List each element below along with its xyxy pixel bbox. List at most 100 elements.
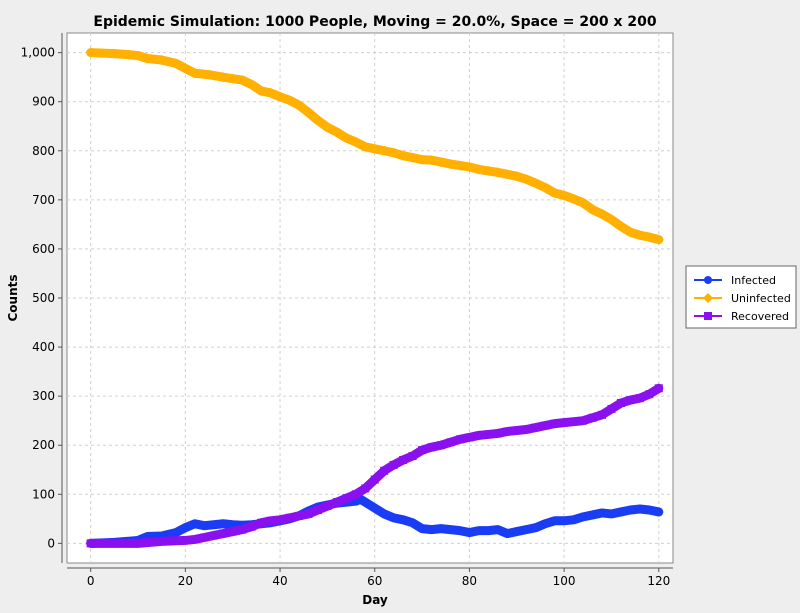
data-point-uninfected (341, 133, 352, 144)
data-point-recovered (550, 419, 559, 428)
data-point-uninfected (331, 127, 342, 138)
data-point-recovered (190, 535, 199, 544)
x-tick-label: 80 (462, 574, 477, 588)
data-point-infected (503, 529, 512, 538)
y-tick-label: 100 (32, 487, 55, 501)
data-point-recovered (110, 539, 119, 548)
data-point-uninfected (521, 174, 532, 185)
data-point-recovered (247, 522, 256, 531)
data-point-uninfected (502, 169, 513, 180)
legend-label-infected: Infected (731, 274, 776, 287)
legend-marker-infected (704, 276, 712, 284)
legend-label-uninfected: Uninfected (731, 292, 791, 305)
data-point-infected (635, 505, 644, 514)
data-point-uninfected (123, 49, 134, 60)
data-point-uninfected (218, 72, 229, 83)
data-point-infected (474, 526, 483, 535)
data-point-uninfected (398, 150, 409, 161)
data-point-infected (541, 519, 550, 528)
data-point-infected (408, 518, 417, 527)
data-point-recovered (465, 433, 474, 442)
data-point-recovered (455, 435, 464, 444)
data-point-recovered (361, 484, 370, 493)
series-layer (85, 47, 664, 548)
data-point-infected (446, 525, 455, 534)
y-tick-label: 0 (47, 536, 55, 550)
data-point-uninfected (156, 54, 167, 65)
y-tick-label: 1,000 (21, 46, 55, 60)
data-point-infected (465, 528, 474, 537)
data-point-recovered (626, 396, 635, 405)
data-point-recovered (512, 426, 521, 435)
data-point-infected (190, 519, 199, 528)
data-point-infected (616, 507, 625, 516)
data-point-recovered (157, 537, 166, 546)
axes: 0 20 40 60 80 100 120 0 100 200 300 400 500 600 700 800… (21, 33, 673, 588)
data-point-recovered (380, 466, 389, 475)
data-point-infected (597, 508, 606, 517)
x-axis-label: Day (362, 593, 388, 607)
data-point-infected (626, 506, 635, 514)
data-point-infected (389, 513, 398, 522)
grid (67, 33, 673, 563)
data-point-uninfected (407, 152, 418, 163)
legend-marker-uninfected (703, 293, 713, 303)
data-point-infected (181, 523, 190, 532)
data-point-recovered (560, 418, 569, 427)
data-point-recovered (635, 394, 644, 403)
data-point-uninfected (312, 115, 323, 126)
legend-item-uninfected: Uninfected (694, 292, 791, 305)
data-point-infected (200, 521, 209, 530)
series-recovered (86, 383, 664, 548)
data-point-infected (569, 515, 578, 524)
series-line-infected (86, 494, 664, 548)
data-point-uninfected (170, 58, 181, 69)
data-point-recovered (569, 417, 578, 426)
data-point-uninfected (237, 75, 248, 86)
data-point-uninfected (634, 230, 645, 241)
data-point-uninfected (284, 95, 295, 106)
data-point-infected (522, 525, 531, 534)
data-point-uninfected (246, 79, 257, 90)
data-point-recovered (531, 423, 540, 432)
data-point-infected (361, 498, 370, 507)
data-point-recovered (285, 513, 294, 522)
data-point-recovered (654, 384, 663, 393)
data-point-uninfected (388, 147, 399, 158)
y-axis-label: Counts (6, 274, 20, 321)
data-point-uninfected (426, 155, 437, 166)
data-point-uninfected (133, 50, 144, 61)
data-point-recovered (332, 498, 341, 507)
data-point-uninfected (653, 234, 664, 245)
data-point-uninfected (587, 204, 598, 215)
data-point-recovered (645, 390, 654, 399)
data-point-uninfected (625, 227, 636, 238)
data-point-infected (427, 525, 436, 534)
data-point-uninfected (417, 154, 428, 165)
y-tick-label: 400 (32, 340, 55, 354)
data-point-uninfected (492, 167, 503, 178)
data-point-recovered (266, 516, 275, 525)
y-tick-label: 500 (32, 291, 55, 305)
data-point-recovered (597, 410, 606, 419)
data-point-uninfected (483, 165, 494, 176)
series-uninfected (85, 47, 664, 245)
data-point-uninfected (559, 190, 570, 201)
data-point-uninfected (204, 69, 215, 80)
legend-item-infected: Infected (694, 274, 776, 287)
data-point-recovered (437, 441, 446, 450)
data-point-infected (531, 523, 540, 532)
data-point-recovered (503, 427, 512, 436)
data-point-recovered (541, 421, 550, 430)
data-point-uninfected (644, 232, 655, 243)
data-point-recovered (370, 475, 379, 484)
data-point-uninfected (596, 209, 607, 220)
data-point-uninfected (445, 159, 456, 170)
data-point-recovered (474, 431, 483, 440)
x-tick-label: 0 (87, 574, 95, 588)
data-point-uninfected (275, 91, 286, 102)
data-point-recovered (579, 416, 588, 425)
data-point-uninfected (615, 221, 626, 232)
